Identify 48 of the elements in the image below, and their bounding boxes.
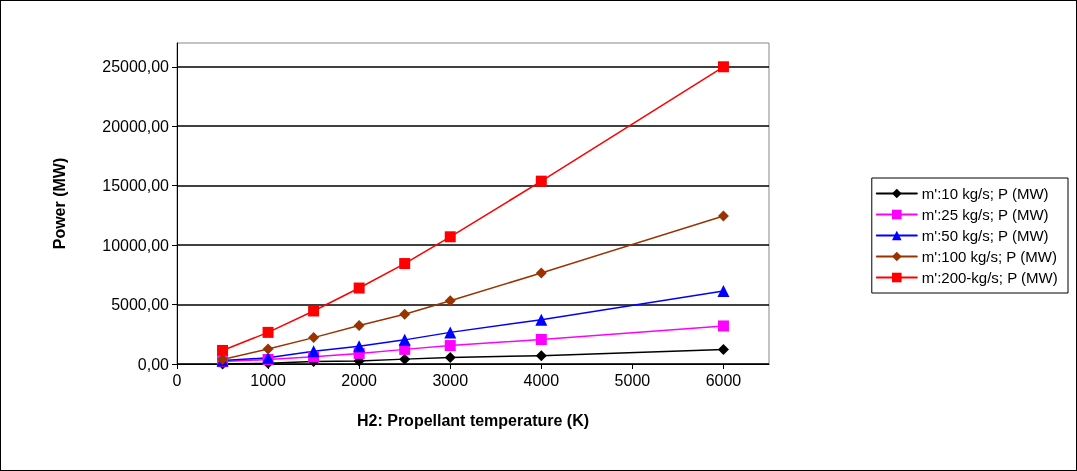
point: [353, 282, 365, 294]
legend-label: m':200-kg/s; P (MW): [921, 269, 1058, 286]
x-tick-label: 3000: [432, 371, 469, 389]
point: [717, 320, 729, 332]
x-tick-label: 4000: [523, 371, 560, 389]
y-tick-label: 25000,00: [102, 58, 170, 76]
point: [717, 285, 730, 297]
x-tick-label: 5000: [614, 371, 651, 389]
point: [535, 350, 547, 362]
point: [444, 231, 456, 243]
point: [308, 332, 320, 344]
point: [717, 210, 729, 222]
y-tick-label: 15000,00: [102, 177, 170, 195]
point: [262, 326, 274, 338]
point: [444, 295, 456, 307]
y-tick-label: 0,00: [137, 355, 170, 373]
legend-label: m':25 kg/s; P (MW): [921, 206, 1049, 223]
point: [308, 305, 320, 317]
point: [444, 352, 456, 364]
point: [398, 333, 411, 346]
point: [399, 308, 411, 320]
point: [353, 340, 366, 353]
legend-label: m':10 kg/s; P (MW): [921, 185, 1049, 202]
x-tick-label: 1000: [250, 371, 286, 389]
x-tick-label: 2000: [341, 371, 378, 389]
y-tick-label: 20000,00: [102, 117, 170, 135]
point: [399, 353, 411, 365]
x-tick-label: 6000: [705, 371, 742, 389]
point: [535, 267, 547, 279]
point: [307, 345, 320, 358]
y-tick-label: 10000,00: [102, 236, 170, 254]
point: [262, 343, 274, 355]
point: [444, 326, 457, 339]
point: [535, 175, 547, 187]
point: [353, 320, 365, 332]
point: [217, 344, 229, 356]
legend-label: m':50 kg/s; P (MW): [921, 227, 1049, 244]
y-axis-title: Power (MW): [50, 157, 68, 250]
x-axis-title: H2: Propellant temperature (K): [356, 411, 590, 429]
point: [399, 258, 411, 270]
point: [717, 61, 729, 73]
point: [535, 334, 547, 346]
point: [717, 343, 729, 355]
point: [535, 313, 548, 326]
point: [444, 340, 456, 352]
legend-label: m':100 kg/s; P (MW): [921, 248, 1057, 265]
x-tick-label: 0: [172, 371, 182, 389]
y-tick-label: 5000,00: [111, 296, 170, 314]
